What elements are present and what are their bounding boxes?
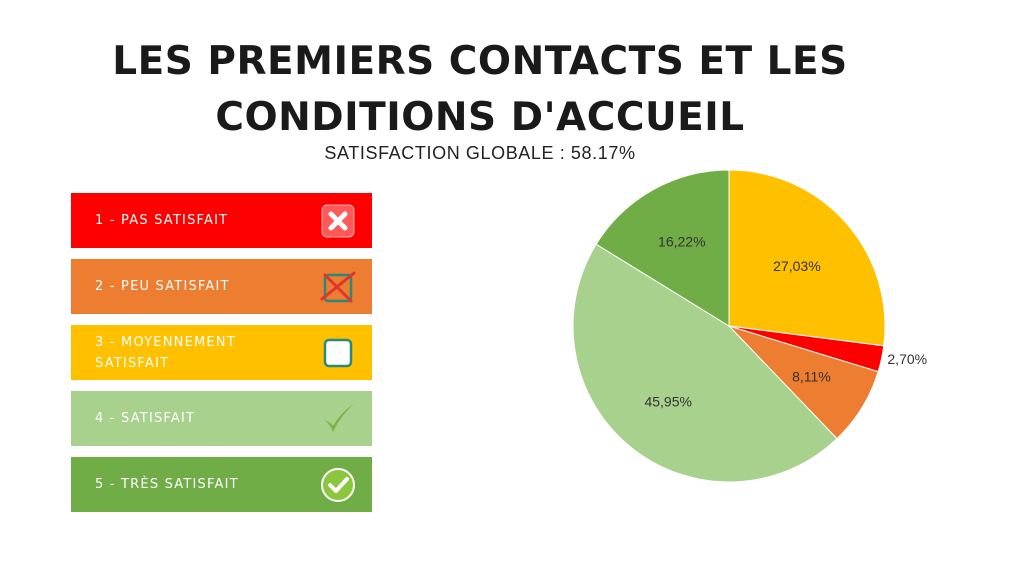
- data-label: 8,11%: [792, 369, 831, 385]
- legend-label: 1 - PAS SATISFAIT: [95, 213, 229, 228]
- pie-slice: [595, 170, 730, 327]
- legend-item-peu-satisfait: 2 - PEU SATISFAIT: [71, 259, 372, 314]
- satisfaction-legend: 1 - PAS SATISFAIT 2 - PEU SATISFAIT 3 - …: [71, 193, 372, 523]
- data-label: 2,70%: [887, 351, 927, 367]
- legend-label: 4 - SATISFAIT: [95, 411, 196, 426]
- satisfaction-pie-chart: 27,03% 2,70% 8,11% 45,95% 16,22%: [572, 170, 927, 483]
- check-mark-icon: [320, 401, 356, 437]
- legend-label-line-1: 3 - MOYENNEMENT: [95, 334, 236, 350]
- global-satisfaction: SATISFACTION GLOBALE : 58.17%: [324, 143, 636, 163]
- legend-item-satisfait: 4 - SATISFAIT: [71, 391, 372, 446]
- pie-slice: [728, 170, 886, 347]
- empty-box-icon: [320, 335, 356, 371]
- title-line-1: LES PREMIERS CONTACTS ET LES: [112, 39, 848, 84]
- crossed-box-icon: [320, 269, 356, 305]
- check-circle-icon: [320, 467, 356, 503]
- legend-label: 3 - MOYENNEMENT SATISFAIT: [95, 332, 236, 374]
- legend-label: 2 - PEU SATISFAIT: [95, 279, 230, 294]
- legend-label: 5 - TRÈS SATISFAIT: [95, 477, 239, 492]
- data-label: 16,22%: [658, 234, 705, 250]
- page-title: LES PREMIERS CONTACTS ET LES CONDITIONS …: [60, 34, 900, 146]
- legend-item-tres-satisfait: 5 - TRÈS SATISFAIT: [71, 457, 372, 512]
- data-label: 45,95%: [644, 393, 691, 409]
- legend-item-moyennement-satisfait: 3 - MOYENNEMENT SATISFAIT: [71, 325, 372, 380]
- data-label: 27,03%: [773, 258, 820, 274]
- title-line-2: CONDITIONS D'ACCUEIL: [215, 95, 745, 140]
- pie-slice: [572, 243, 838, 483]
- legend-item-pas-satisfait: 1 - PAS SATISFAIT: [71, 193, 372, 248]
- legend-label-line-2: SATISFAIT: [95, 355, 170, 371]
- x-mark-icon: [320, 203, 356, 239]
